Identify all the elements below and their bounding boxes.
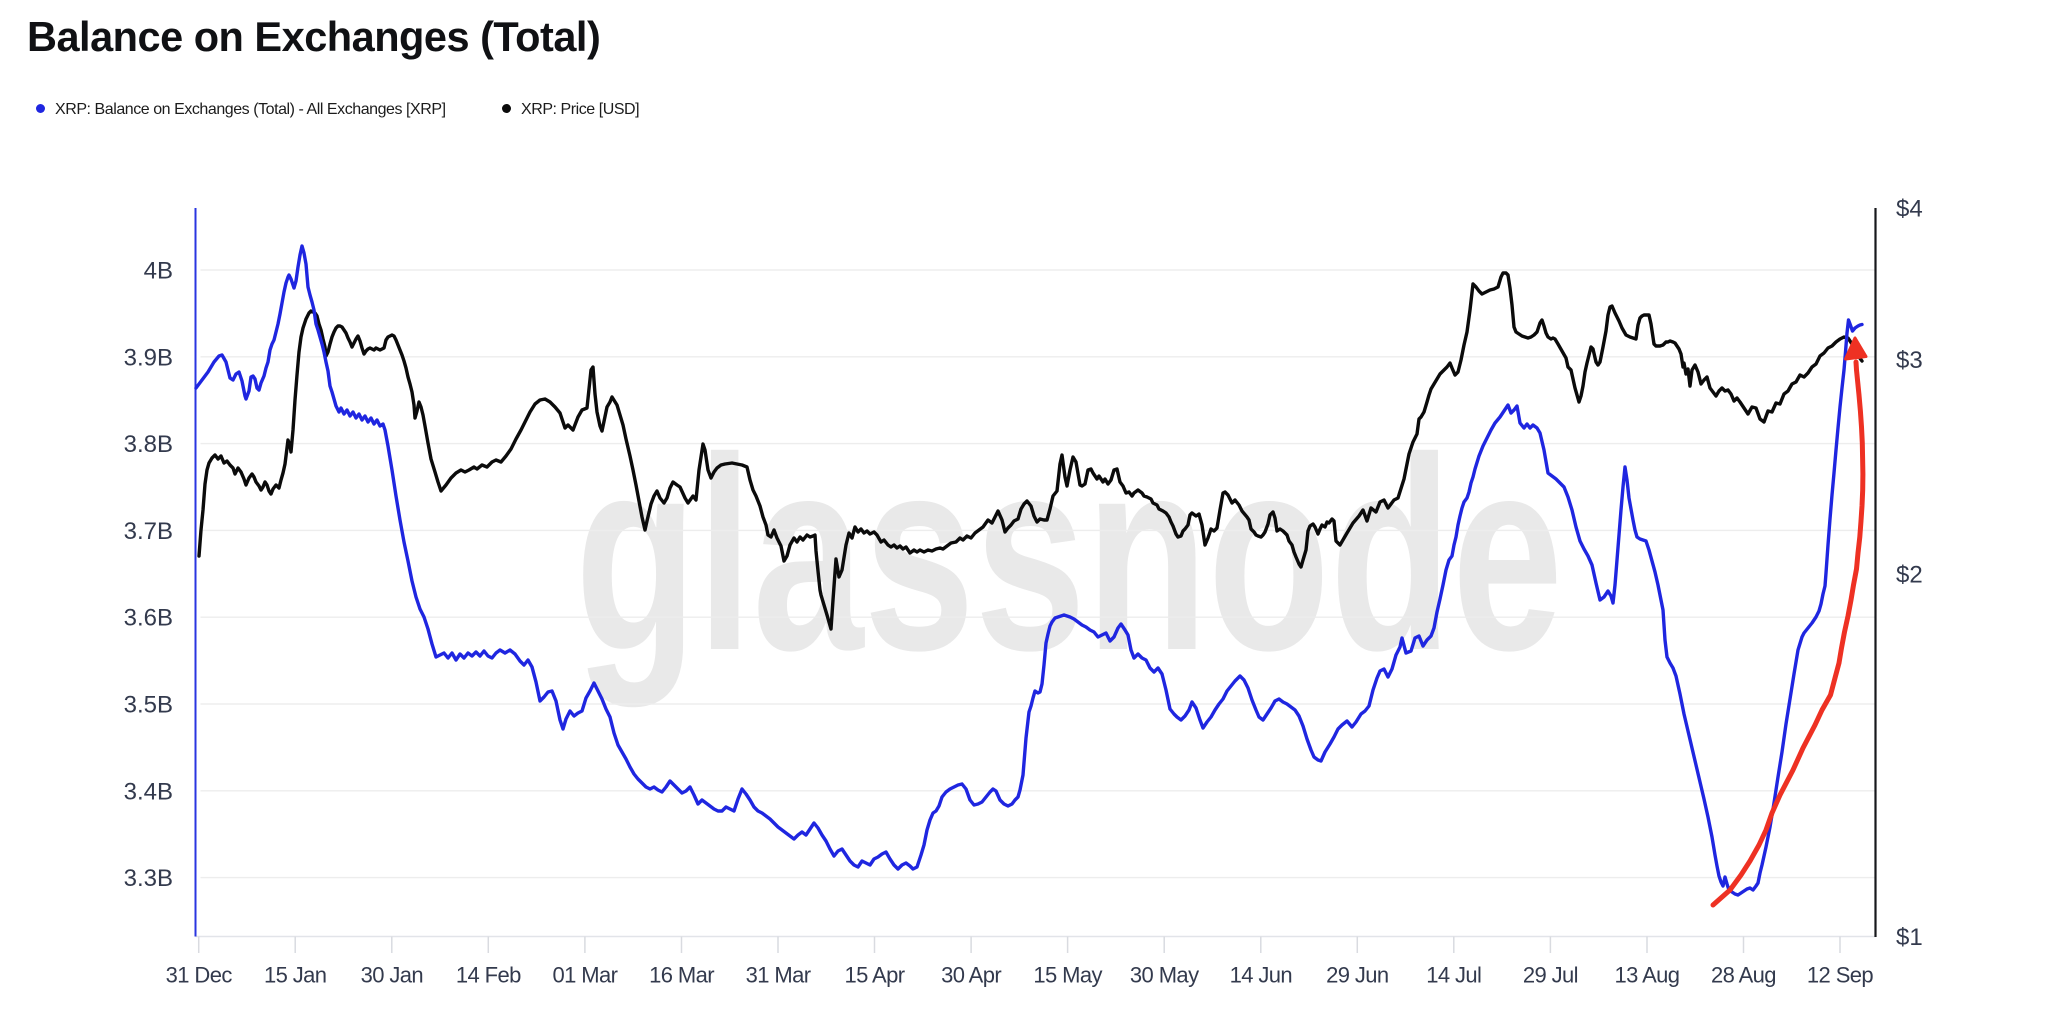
svg-text:15 Apr: 15 Apr	[844, 963, 904, 988]
svg-text:14 Jun: 14 Jun	[1230, 963, 1292, 988]
svg-text:30 Apr: 30 Apr	[941, 963, 1001, 988]
svg-text:3.7B: 3.7B	[124, 518, 173, 545]
svg-text:01 Mar: 01 Mar	[552, 963, 617, 988]
svg-text:16 Mar: 16 Mar	[649, 963, 714, 988]
svg-text:14 Jul: 14 Jul	[1426, 963, 1481, 988]
svg-text:13 Aug: 13 Aug	[1615, 963, 1680, 988]
svg-text:28 Aug: 28 Aug	[1711, 963, 1776, 988]
svg-text:31 Dec: 31 Dec	[166, 963, 233, 988]
svg-text:3.3B: 3.3B	[124, 865, 173, 892]
svg-text:4B: 4B	[144, 258, 173, 285]
svg-text:glassnode: glassnode	[575, 401, 1563, 709]
svg-text:3.4B: 3.4B	[124, 778, 173, 805]
svg-text:31 Mar: 31 Mar	[746, 963, 811, 988]
svg-text:29 Jul: 29 Jul	[1523, 963, 1578, 988]
svg-text:$2: $2	[1896, 562, 1923, 589]
svg-text:3.6B: 3.6B	[124, 605, 173, 632]
svg-text:15 May: 15 May	[1033, 963, 1102, 988]
svg-text:14 Feb: 14 Feb	[456, 963, 521, 988]
svg-text:$3: $3	[1896, 347, 1923, 374]
svg-text:3.8B: 3.8B	[124, 431, 173, 458]
svg-text:30 Jan: 30 Jan	[361, 963, 423, 988]
svg-text:12 Sep: 12 Sep	[1807, 963, 1873, 988]
svg-text:3.5B: 3.5B	[124, 692, 173, 719]
svg-text:3.9B: 3.9B	[124, 344, 173, 371]
svg-text:15 Jan: 15 Jan	[264, 963, 326, 988]
svg-text:29 Jun: 29 Jun	[1326, 963, 1388, 988]
svg-text:30 May: 30 May	[1130, 963, 1199, 988]
svg-text:$4: $4	[1896, 196, 1923, 223]
svg-text:$1: $1	[1896, 924, 1923, 951]
